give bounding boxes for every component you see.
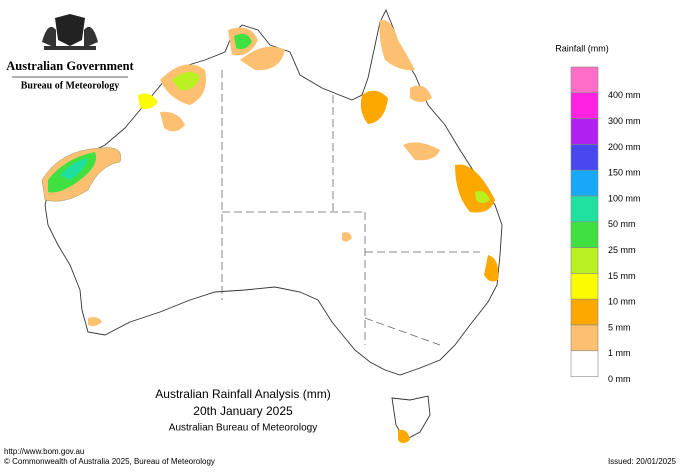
legend-swatch: [570, 66, 599, 94]
legend-swatch: [570, 298, 599, 326]
legend-label: 1 mm: [608, 348, 631, 358]
legend-swatch: [570, 144, 599, 171]
legend-title: Rainfall (mm): [555, 43, 609, 53]
legend-label: 10 mm: [608, 297, 636, 307]
legend-swatch: [570, 324, 599, 352]
legend-swatch: [570, 273, 599, 300]
issued: Issued: 20/01/2025: [608, 457, 677, 466]
legend-swatch: [570, 350, 599, 377]
bureau-name: Bureau of Meteorology: [21, 80, 120, 91]
map-source: Australian Bureau of Meteorology: [169, 423, 317, 434]
legend-label: 100 mm: [608, 193, 641, 203]
legend-label: 15 mm: [608, 271, 636, 281]
legend-label: 5 mm: [608, 322, 631, 332]
legend-label: 50 mm: [608, 219, 636, 229]
legend-label: 200 mm: [608, 142, 641, 152]
legend: 400 mm 300 mm 200 mm 150 mm 100 mm 50 mm 25 mm…: [570, 66, 641, 384]
logo: [42, 14, 98, 50]
government-name: Australian Government: [6, 59, 134, 73]
legend-swatch: [570, 221, 599, 248]
url: http://www.bom.gov.au: [4, 447, 84, 456]
rainfall-areas: [41, 19, 499, 443]
legend-swatch: [570, 92, 599, 119]
legend-swatch: [570, 118, 599, 145]
legend-label: 400 mm: [608, 90, 641, 100]
legend-label: 150 mm: [608, 168, 641, 178]
legend-label: 25 mm: [608, 245, 636, 255]
legend-swatch: [570, 195, 599, 223]
legend-swatch: [570, 169, 599, 197]
map-title: Australian Rainfall Analysis (mm): [155, 387, 330, 401]
map-date: 20th January 2025: [193, 404, 293, 418]
legend-swatch: [570, 247, 599, 274]
australia: [44, 8, 503, 441]
copyright: © Commonwealth of Australia 2025, Bureau…: [4, 457, 215, 466]
legend-label: 0 mm: [608, 374, 631, 384]
legend-label: 300 mm: [608, 116, 641, 126]
